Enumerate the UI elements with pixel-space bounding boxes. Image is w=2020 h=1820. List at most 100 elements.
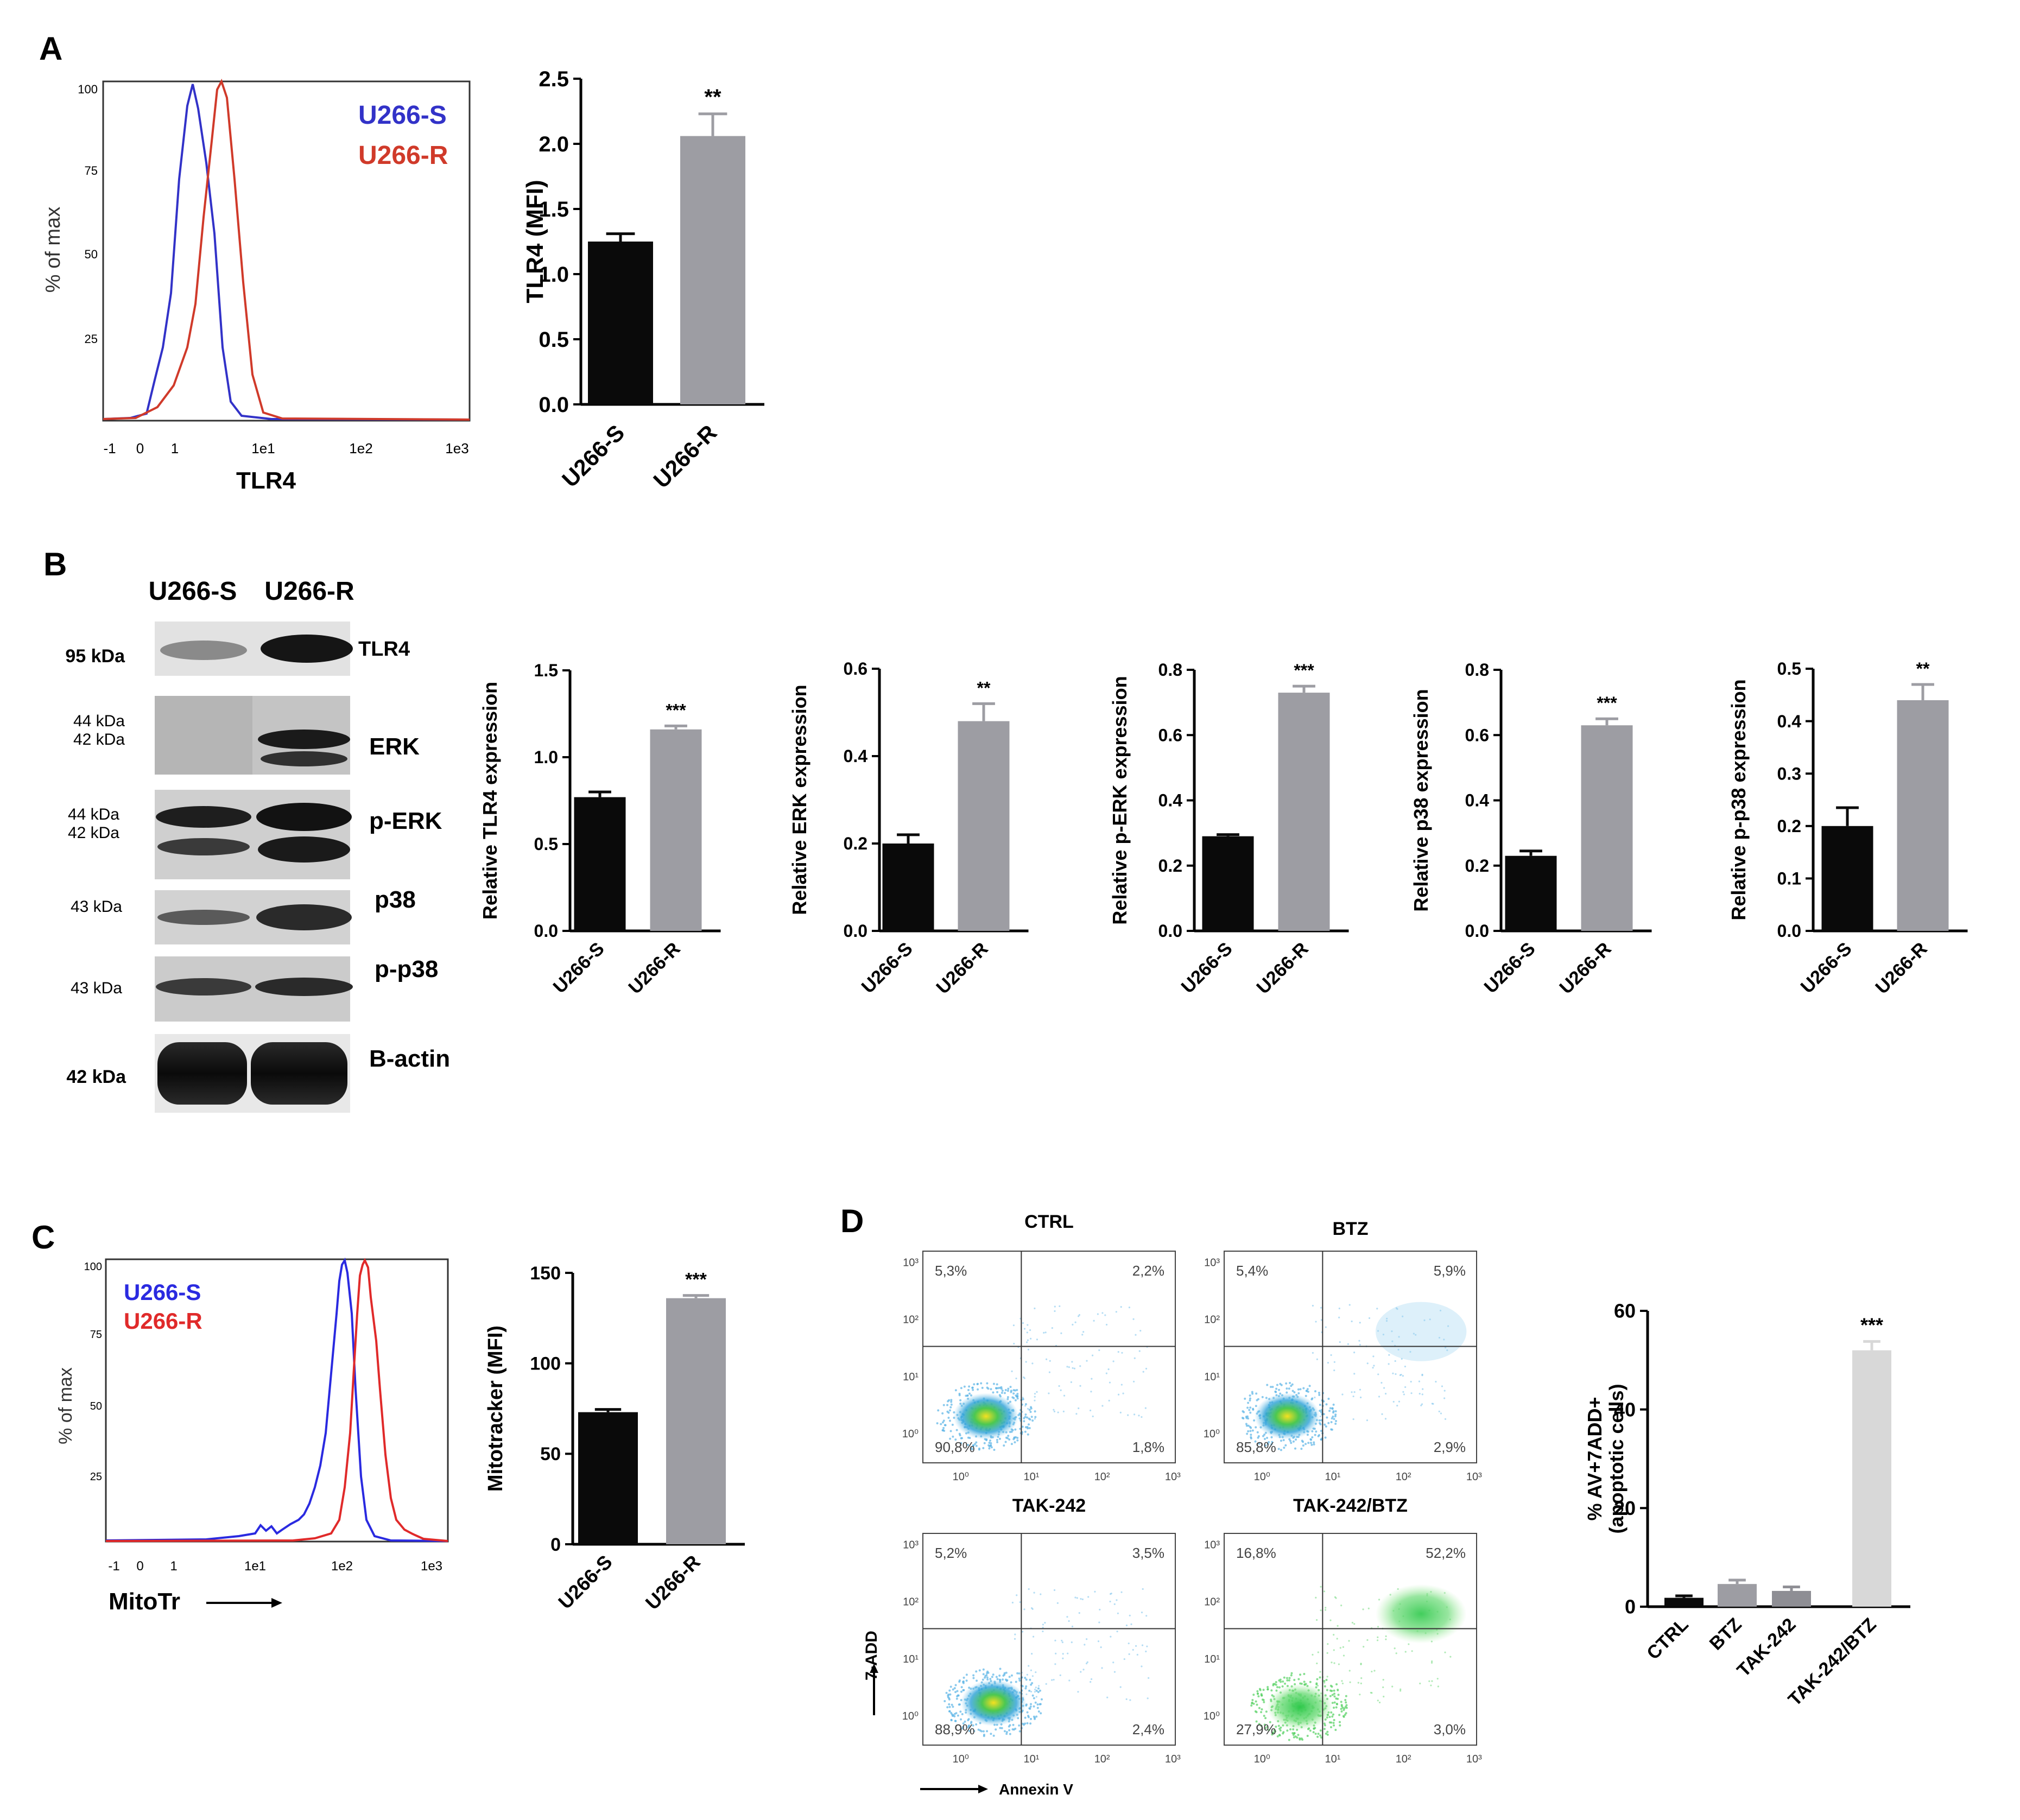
event-dot xyxy=(1404,1386,1407,1388)
event-dot xyxy=(1335,1419,1338,1422)
event-dot xyxy=(1299,1737,1301,1740)
event-dot xyxy=(1039,1703,1042,1705)
blot-strip xyxy=(155,790,350,879)
event-dot xyxy=(1293,1732,1296,1735)
event-dot xyxy=(1250,1426,1252,1429)
event-dot xyxy=(1006,1396,1009,1398)
event-dot xyxy=(1275,1683,1277,1686)
event-dot xyxy=(1028,1707,1031,1710)
event-dot xyxy=(1078,1315,1080,1317)
y-axis-label-line: (apoptotic cells) xyxy=(1605,1384,1628,1533)
event-dot xyxy=(956,1690,959,1692)
event-dot xyxy=(1327,1397,1330,1400)
event-dot xyxy=(1283,1447,1286,1449)
event-dot xyxy=(967,1388,970,1391)
event-dot xyxy=(1302,1444,1305,1447)
bar xyxy=(680,136,745,404)
event-dot xyxy=(1333,1689,1335,1692)
event-dot xyxy=(955,1429,958,1431)
event-dot xyxy=(980,1730,983,1733)
x-log-tick: 10¹ xyxy=(1023,1471,1039,1483)
event-dot xyxy=(1318,1393,1321,1396)
event-dot xyxy=(1035,1671,1037,1673)
y-log-tick: 10³ xyxy=(903,1257,919,1269)
event-dot xyxy=(1036,1703,1039,1706)
event-dot xyxy=(1128,1307,1131,1309)
event-dot xyxy=(999,1727,1002,1729)
event-dot xyxy=(1352,1418,1354,1421)
event-dot xyxy=(1444,1651,1446,1653)
event-dot xyxy=(1037,1710,1040,1713)
event-dot xyxy=(1062,1410,1065,1412)
event-dot xyxy=(1300,1737,1303,1740)
y-tick-label: 0.5 xyxy=(534,834,558,854)
event-dot xyxy=(1340,1704,1343,1707)
event-dot xyxy=(952,1688,954,1691)
event-dot xyxy=(1328,1721,1331,1724)
event-dot xyxy=(1242,1417,1245,1420)
event-dot xyxy=(1037,1685,1040,1687)
event-dot xyxy=(954,1684,957,1686)
event-dot xyxy=(936,1422,939,1425)
event-dot xyxy=(1278,1734,1281,1736)
panel-a-bar-chart: 0.0 0.5 1.0 1.5 2.0 2.5 TLR4 (MFI) U266-S ** U266… xyxy=(522,67,764,493)
event-dot xyxy=(1362,1608,1364,1610)
event-dot xyxy=(1109,1381,1111,1384)
event-dot xyxy=(1255,1405,1257,1407)
event-dot xyxy=(948,1705,951,1708)
event-dot xyxy=(1419,1393,1421,1395)
xtick-label: 0 xyxy=(136,1559,143,1574)
event-dot xyxy=(973,1383,976,1386)
event-dot xyxy=(1340,1701,1343,1703)
event-dot xyxy=(1270,1443,1273,1445)
quadrant-label-lr: 2,4% xyxy=(1132,1721,1164,1737)
event-dot xyxy=(1345,1712,1347,1715)
event-dot xyxy=(1051,1327,1053,1329)
event-dot xyxy=(1025,1361,1027,1363)
significance-marker: *** xyxy=(1597,693,1617,713)
event-dot xyxy=(1000,1391,1003,1394)
ytick-label: 25 xyxy=(90,1471,102,1483)
x-log-tick: 10² xyxy=(1094,1753,1110,1765)
event-dot xyxy=(977,1728,980,1731)
event-dot xyxy=(1071,1641,1073,1644)
event-dot xyxy=(951,1703,953,1706)
event-dot xyxy=(1280,1384,1283,1386)
event-dot xyxy=(1342,1715,1345,1717)
event-dot xyxy=(1026,1416,1029,1419)
event-dot xyxy=(1381,1413,1383,1415)
event-dot xyxy=(1129,1614,1131,1616)
event-dot xyxy=(996,1383,998,1386)
event-dot xyxy=(1098,1621,1100,1624)
event-dot xyxy=(1275,1681,1277,1684)
event-dot xyxy=(943,1699,946,1702)
event-dot xyxy=(1320,1419,1323,1422)
quadrant-label-ul: 5,3% xyxy=(935,1263,967,1279)
ytick-label: 100 xyxy=(78,83,98,96)
y-tick-label: 2.0 xyxy=(539,132,569,156)
event-dot xyxy=(1443,1397,1446,1399)
event-dot xyxy=(1027,1427,1029,1430)
event-dot xyxy=(1339,1647,1341,1649)
dotplot-title: TAK-242 xyxy=(1012,1495,1086,1516)
event-dot xyxy=(1258,1723,1261,1726)
event-dot xyxy=(957,1694,959,1697)
y-log-tick: 10² xyxy=(903,1596,919,1608)
y-axis-label: Relative p-p38 expression xyxy=(1727,679,1750,920)
event-dot xyxy=(1021,1425,1024,1428)
event-dot xyxy=(1286,1679,1289,1682)
event-dot xyxy=(1343,1654,1345,1657)
xtick-label: 1e3 xyxy=(445,440,468,456)
event-dot xyxy=(975,1444,978,1447)
event-dot xyxy=(1249,1411,1252,1414)
event-dot xyxy=(967,1725,970,1728)
event-dot xyxy=(1015,1377,1017,1380)
event-dot xyxy=(1280,1449,1282,1451)
event-dot xyxy=(941,1421,944,1424)
event-dot xyxy=(1280,1681,1282,1683)
event-dot xyxy=(1332,1707,1335,1709)
y-tick-label: 1.0 xyxy=(539,263,569,287)
event-dot xyxy=(1091,1354,1094,1356)
event-dot xyxy=(1005,1671,1008,1674)
event-cluster xyxy=(953,1393,1019,1440)
